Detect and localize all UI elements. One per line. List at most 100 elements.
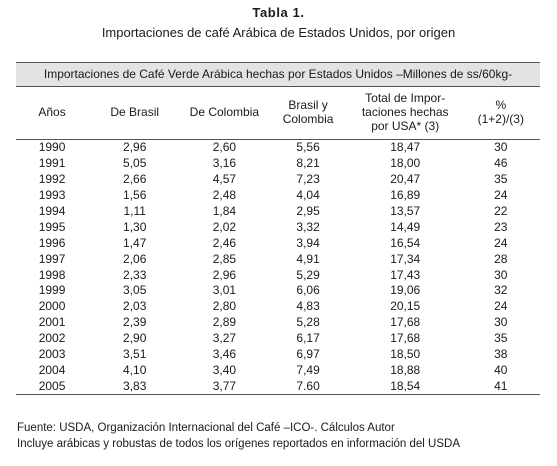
- value-cell: 2,85: [212, 251, 237, 266]
- year-cell: 2003: [38, 347, 66, 362]
- value-cell: 24: [494, 235, 508, 250]
- table-row: 1998 2,33 2,96 5,29 17,43 30: [16, 267, 540, 283]
- header-de-brasil: De Brasil: [88, 86, 182, 140]
- year-cell: 1997: [38, 251, 66, 266]
- imports-table: Importaciones de Café Verde Arábica hech…: [16, 62, 540, 396]
- table-row: 1993 1,56 2,48 4,04 16,89 24: [16, 188, 540, 204]
- header-anos: Años: [16, 86, 89, 140]
- table-row: 2002 2,90 3,27 6,17 17,68 35: [16, 331, 540, 347]
- table-row: 1990 2,96 2,60 5,56 18,47 30: [16, 140, 540, 156]
- value-cell: 2,96: [212, 267, 237, 282]
- year-cell: 1990: [38, 140, 66, 155]
- value-cell: 3,32: [296, 219, 320, 234]
- value-cell: 5,05: [123, 156, 147, 171]
- value-cell: 17,68: [390, 315, 421, 330]
- footnote: Incluye arábicas y robustas de todos los…: [17, 438, 460, 450]
- value-cell: 3,27: [212, 331, 237, 346]
- table-number: Tabla 1.: [252, 5, 305, 20]
- year-cell: 1996: [38, 235, 66, 250]
- year-cell: 2002: [38, 331, 66, 346]
- value-cell: 2,90: [123, 331, 147, 346]
- value-cell: 3,77: [181, 378, 268, 396]
- value-cell: 8,21: [296, 156, 320, 171]
- table-row: 1995 1,30 2,02 3,32 14,49 23: [16, 219, 540, 235]
- year-cell: 1999: [38, 283, 66, 298]
- year-cell: 2001: [38, 315, 66, 330]
- value-cell: 18,88: [390, 362, 421, 377]
- value-cell: 7,23: [296, 172, 320, 187]
- table-caption-row: Importaciones de Café Verde Arábica hech…: [16, 62, 540, 87]
- table-row: 2004 4,10 3,40 7,49 18,88 40: [16, 362, 540, 378]
- table-title: Importaciones de café Arábica de Estados…: [101, 25, 456, 40]
- table-row: 1996 1,47 2,46 3,94 16,54 24: [16, 235, 540, 251]
- value-cell: 2,66: [123, 172, 147, 187]
- value-cell: 17,68: [390, 331, 421, 346]
- value-cell: 13,57: [390, 204, 421, 218]
- value-cell: 30: [494, 315, 508, 330]
- value-cell: 4,04: [296, 188, 320, 203]
- value-cell: 18,47: [390, 140, 421, 155]
- value-cell: 3,16: [212, 156, 237, 171]
- value-cell: 3,94: [296, 235, 320, 250]
- table-row: 1997 2,06 2,85 4,91 17,34 28: [16, 251, 540, 267]
- year-cell: 2004: [38, 362, 66, 377]
- value-cell: 7,49: [296, 362, 320, 377]
- value-cell: 16,54: [390, 235, 421, 250]
- year-cell: 1992: [38, 172, 66, 187]
- value-cell: 6,06: [296, 283, 320, 298]
- table-notes: Fuente: USDA, Organización Internacional…: [17, 420, 460, 452]
- value-cell: 2,33: [123, 267, 147, 282]
- value-cell: 17,34: [390, 251, 421, 266]
- header-brasil-y-colombia: Brasil y Colombia: [267, 86, 349, 140]
- table-row: 1994 1,11 1,84 2,95 13,57 22: [16, 204, 540, 220]
- header-porcentaje: % (1+2)/(3): [461, 86, 540, 140]
- value-cell: 18,54: [348, 378, 462, 396]
- value-cell: 3,01: [212, 283, 237, 298]
- value-cell: 35: [494, 172, 508, 187]
- value-cell: 2,95: [296, 204, 320, 218]
- value-cell: 1,56: [123, 188, 147, 203]
- year-cell: 2000: [38, 299, 66, 314]
- value-cell: 38: [494, 347, 508, 362]
- value-cell: 4,83: [296, 299, 320, 314]
- header-row: Años De Brasil De Colombia Brasil y Colo…: [16, 86, 540, 140]
- table-body: 1990 2,96 2,60 5,56 18,47 30 1991 5,05 3,16 8,21 1…: [16, 140, 540, 396]
- value-cell: 1,30: [123, 219, 147, 234]
- value-cell: 3,46: [212, 347, 237, 362]
- year-cell: 1993: [38, 188, 66, 203]
- value-cell: 16,89: [390, 188, 421, 203]
- value-cell: 20,15: [390, 299, 421, 314]
- header-de-colombia: De Colombia: [181, 86, 268, 140]
- value-cell: 4,10: [123, 362, 147, 377]
- value-cell: 1,11: [123, 204, 146, 218]
- table-row: 2001 2,39 2,89 5,28 17,68 30: [16, 315, 540, 331]
- table-row: 1992 2,66 4,57 7,23 20,47 35: [16, 172, 540, 188]
- value-cell: 2,03: [123, 299, 147, 314]
- value-cell: 23: [494, 219, 508, 234]
- table-row: 2005 3,83 3,77 7.60 18,54 41: [16, 378, 540, 396]
- value-cell: 40: [494, 362, 508, 377]
- value-cell: 3,40: [212, 362, 237, 377]
- table-row: 2003 3,51 3,46 6,97 18,50 38: [16, 347, 540, 363]
- value-cell: 3,51: [123, 347, 147, 362]
- value-cell: 18,00: [390, 156, 421, 171]
- value-cell: 2,06: [123, 251, 147, 266]
- value-cell: 30: [494, 140, 508, 155]
- value-cell: 4,57: [212, 172, 237, 187]
- value-cell: 2,80: [212, 299, 237, 314]
- value-cell: 17,43: [390, 267, 421, 282]
- value-cell: 32: [494, 283, 508, 298]
- table-caption: Importaciones de Café Verde Arábica hech…: [16, 62, 540, 87]
- value-cell: 2,48: [212, 188, 237, 203]
- value-cell: 22: [494, 204, 508, 218]
- value-cell: 46: [494, 156, 508, 171]
- value-cell: 3,83: [88, 378, 182, 396]
- value-cell: 24: [494, 188, 508, 203]
- value-cell: 6,17: [296, 331, 320, 346]
- value-cell: 30: [494, 267, 508, 282]
- year-cell: 1991: [38, 156, 66, 171]
- table-row: 2000 2,03 2,80 4,83 20,15 24: [16, 299, 540, 315]
- year-cell: 1998: [38, 267, 66, 282]
- year-cell: 1995: [38, 219, 66, 234]
